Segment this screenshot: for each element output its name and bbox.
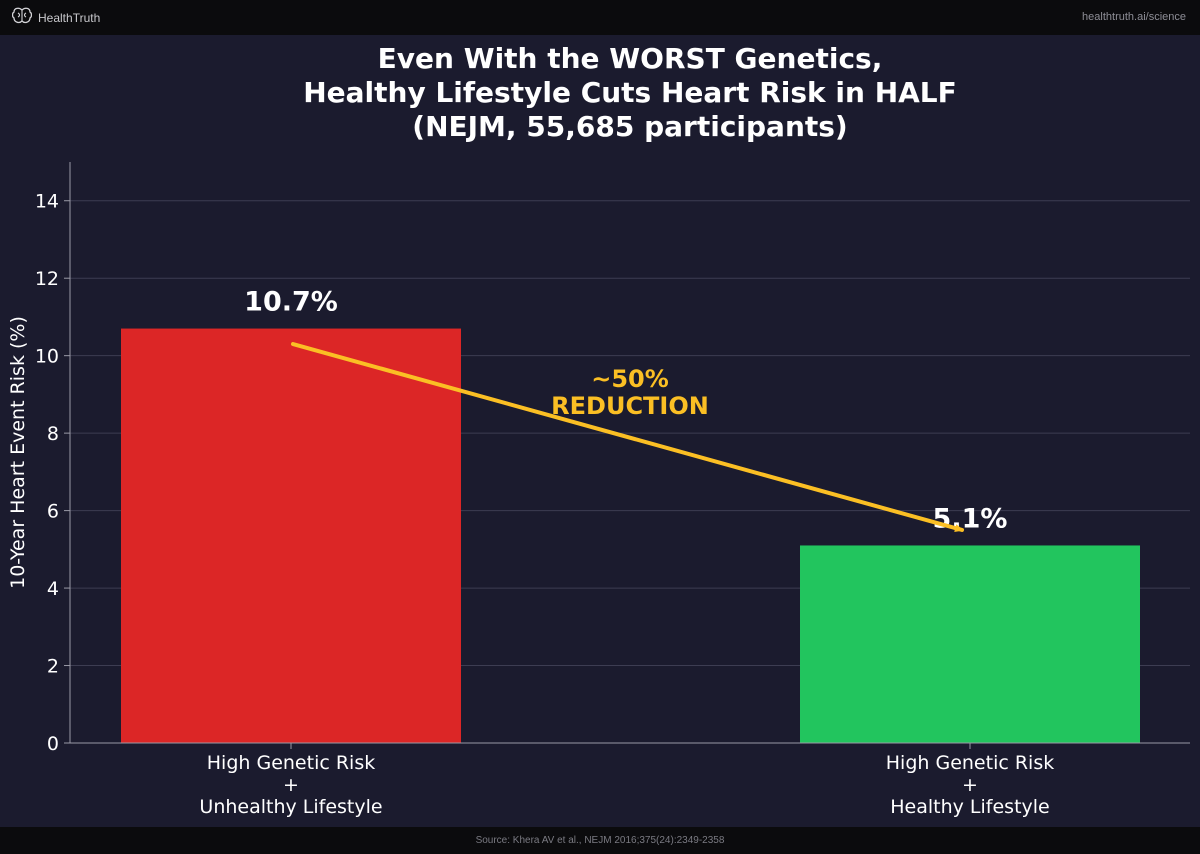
source-citation: Source: Khera AV et al., NEJM 2016;375(2… (475, 835, 725, 846)
chart-title-line-2: Healthy Lifestyle Cuts Heart Risk in HAL… (303, 76, 957, 109)
value-label-2: 5.1% (933, 503, 1008, 534)
y-axis-label: 10-Year Heart Event Risk (%) (7, 316, 29, 589)
y-tick-label: 8 (47, 423, 59, 445)
x-tick-label: Unhealthy Lifestyle (199, 796, 382, 818)
chart-title: Even With the WORST Genetics,Healthy Lif… (303, 42, 957, 143)
y-tick-label: 10 (35, 346, 59, 368)
chart-title-line-1: Even With the WORST Genetics, (378, 42, 883, 75)
value-label-1: 10.7% (244, 287, 338, 318)
y-tick-label: 2 (47, 656, 59, 678)
y-tick-label: 12 (35, 268, 59, 290)
value-labels: 10.7% 5.1% (244, 287, 1007, 535)
x-tick-label: Healthy Lifestyle (890, 796, 1049, 818)
x-tick-label: + (962, 774, 978, 796)
x-tick-label: High Genetic Risk (207, 752, 375, 774)
y-tick-label: 6 (47, 501, 59, 523)
top-bar: HealthTruth healthtruth.ai/science (0, 0, 1200, 35)
bars (121, 328, 1140, 743)
y-tick-label: 14 (35, 191, 59, 213)
reduction-arrow (291, 342, 964, 532)
reduction-label-line-1: ~50% (591, 365, 669, 393)
chart-title-line-3: (NEJM, 55,685 participants) (412, 110, 847, 143)
annotation: ~50%REDUCTION (291, 342, 964, 532)
brain-logo-icon (11, 7, 33, 29)
x-tick-label: + (283, 774, 299, 796)
chart: Even With the WORST Genetics,Healthy Lif… (7, 42, 1190, 818)
brand[interactable]: HealthTruth (11, 7, 101, 29)
y-tick-label: 0 (47, 733, 59, 755)
reduction-label-line-2: REDUCTION (551, 392, 709, 420)
brand-name: HealthTruth (38, 11, 101, 25)
y-tick-label: 4 (47, 578, 59, 600)
axes: 0 2 4 6 8 10 12 14 10-Year Heart Event Risk (%) H… (7, 162, 1190, 818)
site-url[interactable]: healthtruth.ai/science (1082, 11, 1186, 23)
x-tick-label: High Genetic Risk (886, 752, 1054, 774)
bar-2 (800, 545, 1140, 743)
footer: Source: Khera AV et al., NEJM 2016;375(2… (0, 827, 1200, 854)
bar-1 (121, 328, 461, 743)
